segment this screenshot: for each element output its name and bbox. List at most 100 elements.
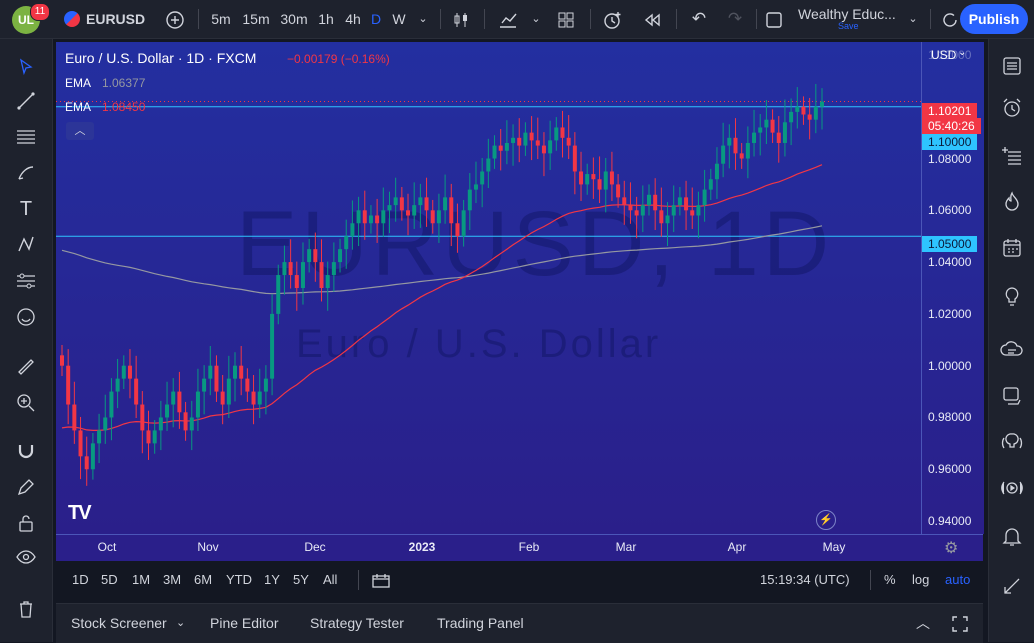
- ruler-icon[interactable]: [10, 353, 42, 381]
- log-toggle[interactable]: log: [912, 572, 930, 587]
- price-axis[interactable]: USD ⌄ 1.12000 1.08000 1.06000 1.04000 1.0200…: [921, 42, 984, 534]
- fullscreen-box-icon[interactable]: [762, 0, 786, 38]
- data-window-plus-icon[interactable]: [996, 141, 1028, 171]
- candle-body: [677, 197, 682, 206]
- candle-body: [523, 132, 528, 146]
- alarm-clock-icon[interactable]: [996, 93, 1028, 123]
- playback-circle-icon[interactable]: [996, 473, 1028, 503]
- range-ytd[interactable]: YTD: [226, 572, 252, 587]
- chart-pane[interactable]: EURUSD, 1D Euro / U.S. Dollar Euro / U.S…: [56, 42, 921, 534]
- candle-body: [708, 179, 713, 190]
- indicators-icon[interactable]: [494, 0, 522, 38]
- horizontal-lines-icon[interactable]: [10, 123, 42, 151]
- candle-body: [263, 378, 268, 392]
- eye-icon[interactable]: [10, 543, 42, 571]
- range-1d[interactable]: 1D: [72, 572, 89, 587]
- candle-body: [177, 391, 182, 413]
- candle-body: [770, 119, 775, 133]
- layout-chevron-icon[interactable]: ⌄: [908, 13, 918, 25]
- undo-icon[interactable]: ↶: [691, 9, 707, 28]
- price-tick: 0.94000: [928, 514, 972, 529]
- candle-body: [622, 197, 627, 206]
- panel-expand-icon[interactable]: [996, 571, 1028, 601]
- interval-dropdown-chevron-icon[interactable]: ⌄: [418, 13, 428, 25]
- interval-w[interactable]: W: [392, 11, 406, 27]
- tab-stock-screener[interactable]: Stock Screener: [71, 615, 167, 631]
- axis-settings-gear-icon[interactable]: ⚙: [944, 540, 959, 557]
- candle-body: [152, 430, 157, 444]
- candle-body: [270, 313, 275, 379]
- interval-5m[interactable]: 5m: [211, 11, 231, 27]
- candle-body: [319, 262, 324, 288]
- hotlists-flame-icon[interactable]: [996, 187, 1028, 217]
- stock-screener-chevron-icon[interactable]: ⌄: [176, 617, 186, 629]
- currency-chevron-icon[interactable]: ⌄: [958, 47, 967, 58]
- interval-4h[interactable]: 4h: [345, 11, 361, 27]
- ideas-lightbulb-icon[interactable]: [996, 281, 1028, 311]
- currency-selector[interactable]: USD: [931, 48, 957, 62]
- chart-type-candles-icon[interactable]: [448, 0, 474, 38]
- brush-icon[interactable]: [10, 159, 42, 187]
- interval-30m[interactable]: 30m: [280, 11, 308, 27]
- tech-support-icon[interactable]: [996, 427, 1028, 457]
- notifications-bell-icon[interactable]: [996, 521, 1028, 551]
- alert-clock-icon[interactable]: [598, 0, 626, 38]
- candle-body: [517, 137, 522, 146]
- candle-body: [424, 197, 429, 211]
- collapse-panel-icon[interactable]: ︿: [916, 615, 930, 631]
- cursor-icon[interactable]: [10, 53, 42, 81]
- add-symbol-icon[interactable]: [162, 0, 188, 38]
- candle-body: [813, 106, 818, 120]
- pencil-lock-icon[interactable]: [10, 473, 42, 501]
- range-1m[interactable]: 1M: [132, 572, 151, 587]
- range-6m[interactable]: 6M: [194, 572, 213, 587]
- layouts-grid-icon[interactable]: [552, 0, 580, 38]
- streams-icon[interactable]: [996, 381, 1028, 411]
- maximize-panel-icon[interactable]: [951, 604, 969, 643]
- tab-strategy-tester[interactable]: Strategy Tester: [310, 615, 404, 631]
- text-icon[interactable]: T: [19, 197, 33, 220]
- range-3m[interactable]: 3M: [163, 572, 182, 587]
- utc-clock[interactable]: 15:19:34 (UTC): [760, 572, 850, 587]
- tab-pine-editor[interactable]: Pine Editor: [210, 615, 279, 631]
- layout-name[interactable]: Wealthy Educ...: [798, 6, 896, 22]
- candle-body: [393, 197, 398, 206]
- interval-1h[interactable]: 1h: [318, 11, 334, 27]
- replay-icon[interactable]: [638, 0, 666, 38]
- prediction-icon[interactable]: [10, 267, 42, 295]
- trend-line-icon[interactable]: [10, 87, 42, 115]
- symbol-search[interactable]: EURUSD: [86, 11, 146, 27]
- candle-body: [671, 205, 676, 216]
- candle-body: [140, 404, 145, 431]
- range-all[interactable]: All: [323, 572, 338, 587]
- snapshot-icon[interactable]: [938, 0, 962, 38]
- candle-body: [548, 140, 553, 154]
- redo-icon[interactable]: ↷: [727, 9, 743, 28]
- range-5y[interactable]: 5Y: [293, 572, 309, 587]
- range-1y[interactable]: 1Y: [264, 572, 280, 587]
- date-range-calendar-icon[interactable]: [372, 561, 390, 599]
- auto-toggle[interactable]: auto: [945, 572, 971, 587]
- candle-body: [307, 249, 312, 263]
- magnet-icon[interactable]: [10, 437, 42, 465]
- time-axis[interactable]: Oct Nov Dec 2023 Feb Mar Apr May ⚙: [56, 534, 983, 561]
- candle-body: [634, 210, 639, 216]
- range-5d[interactable]: 5D: [101, 572, 118, 587]
- chat-cloud-icon[interactable]: [996, 335, 1028, 365]
- pattern-icon[interactable]: [10, 231, 42, 259]
- emoji-icon[interactable]: [10, 303, 42, 331]
- watchlist-icon[interactable]: [996, 51, 1028, 81]
- publish-button[interactable]: Publish: [960, 4, 1028, 34]
- calendar-icon[interactable]: [996, 233, 1028, 263]
- indicators-chevron-icon[interactable]: ⌄: [531, 13, 541, 25]
- interval-d[interactable]: D: [370, 11, 382, 27]
- candle-body: [646, 194, 651, 206]
- lightning-icon[interactable]: ⚡: [816, 510, 836, 530]
- zoom-in-icon[interactable]: [10, 389, 42, 417]
- interval-15m[interactable]: 15m: [242, 11, 270, 27]
- tab-trading-panel[interactable]: Trading Panel: [437, 615, 524, 631]
- percent-toggle[interactable]: %: [884, 572, 896, 587]
- trash-icon[interactable]: [10, 595, 42, 623]
- lock-icon[interactable]: [10, 509, 42, 537]
- collapse-legend-button[interactable]: ︿: [66, 122, 94, 140]
